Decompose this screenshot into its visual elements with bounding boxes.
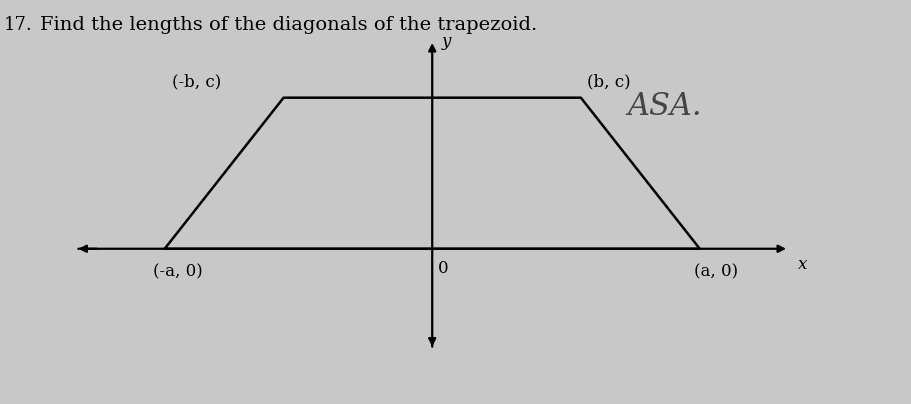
Text: Find the lengths of the diagonals of the trapezoid.: Find the lengths of the diagonals of the… (40, 16, 537, 34)
Text: (b, c): (b, c) (586, 74, 630, 90)
Text: ASA.: ASA. (627, 91, 701, 122)
Text: (a, 0): (a, 0) (693, 263, 737, 280)
Text: x: x (797, 256, 806, 273)
Text: y: y (441, 33, 450, 50)
Text: (-b, c): (-b, c) (172, 74, 221, 90)
Text: 17.: 17. (5, 16, 33, 34)
Text: 0: 0 (437, 259, 448, 277)
Text: (-a, 0): (-a, 0) (153, 263, 202, 280)
